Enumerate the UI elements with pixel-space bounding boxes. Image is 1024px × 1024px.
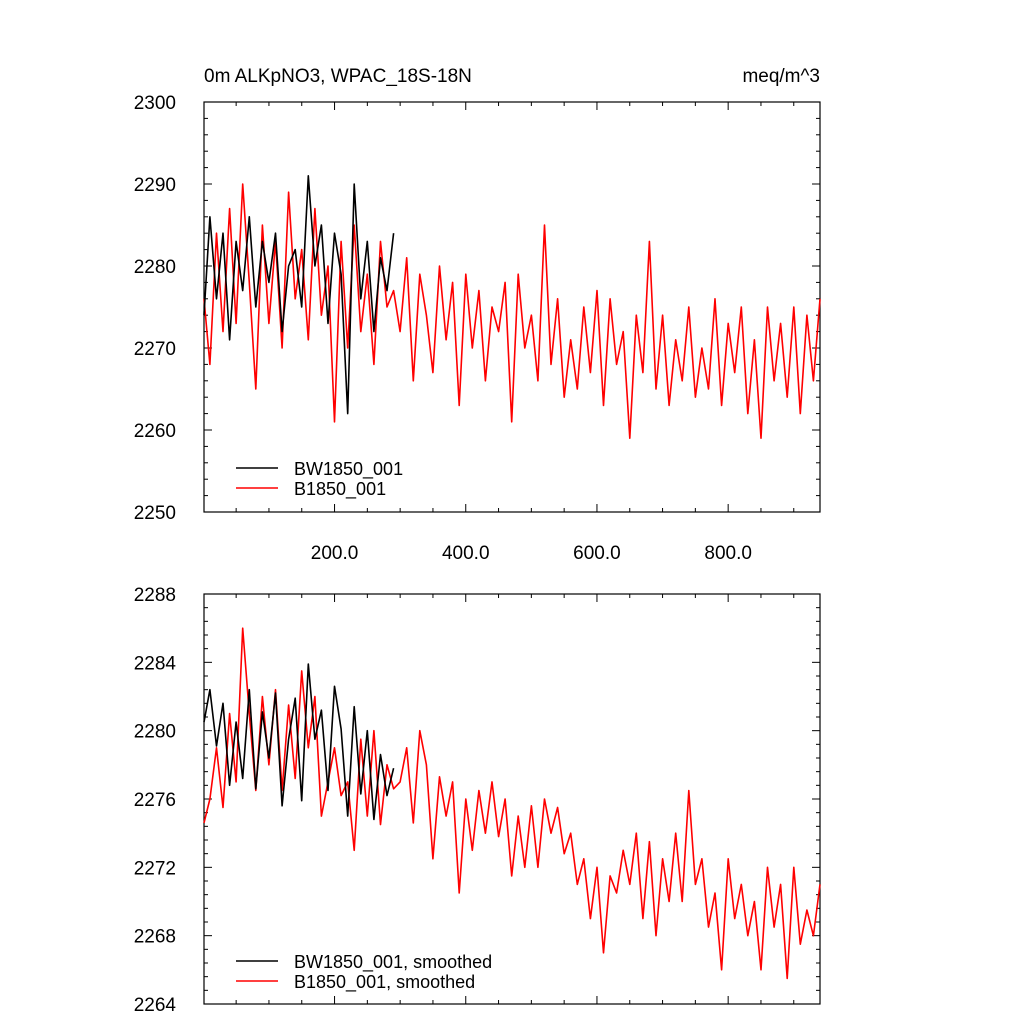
- y-tick-label: 2300: [134, 93, 176, 114]
- y-axis-top: 2250 2260 2270 2280 2290 2300: [134, 93, 820, 524]
- y-tick-label: 2270: [134, 339, 176, 360]
- y-tick-label: 2250: [134, 503, 176, 524]
- legend-label: B1850_001, smoothed: [294, 972, 475, 993]
- y-tick-label: 2272: [134, 858, 176, 879]
- series-group-top: [203, 175, 821, 440]
- series-line-bw1850-001-smoothed: [203, 663, 395, 821]
- y-tick-label: 2276: [134, 790, 176, 811]
- units-label: meq/m^3: [742, 66, 820, 87]
- top-panel: 0m ALKpNO3, WPAC_18S-18N meq/m^3 2250 226…: [134, 66, 821, 564]
- legend-label: B1850_001: [294, 479, 386, 500]
- x-tick-label: 400.0: [442, 543, 490, 564]
- x-axis-top: 200.0 400.0 600.0 800.0: [235, 102, 795, 564]
- y-tick-label: 2284: [134, 653, 177, 674]
- y-tick-label: 2280: [134, 257, 176, 278]
- plot-frame-bottom: [203, 593, 821, 1005]
- y-tick-label: 2290: [134, 175, 176, 196]
- series-line-b1850-001-smoothed: [203, 627, 821, 980]
- plot-frame-top: [203, 101, 821, 513]
- y-tick-label: 2268: [134, 927, 176, 948]
- legend-label: BW1850_001, smoothed: [294, 952, 492, 973]
- y-tick-label: 2288: [134, 585, 176, 606]
- bottom-panel: 2264 2268 2272 2276 2280 2284 2288 BW1850_001,…: [134, 585, 821, 1016]
- series-line-bw1850-001: [203, 175, 395, 415]
- y-axis-bottom: 2264 2268 2272 2276 2280 2284 2288: [134, 585, 820, 1016]
- y-tick-label: 2280: [134, 722, 176, 743]
- chart-title: 0m ALKpNO3, WPAC_18S-18N: [204, 66, 472, 87]
- series-line-b1850-001: [203, 183, 821, 440]
- x-tick-label: 600.0: [573, 543, 621, 564]
- legend-label: BW1850_001: [294, 459, 403, 480]
- y-tick-label: 2260: [134, 421, 176, 442]
- x-tick-label: 800.0: [704, 543, 752, 564]
- y-tick-label: 2264: [134, 995, 177, 1016]
- x-axis-bottom: [235, 594, 795, 1004]
- x-tick-label: 200.0: [311, 543, 359, 564]
- series-group-bottom: [203, 627, 821, 980]
